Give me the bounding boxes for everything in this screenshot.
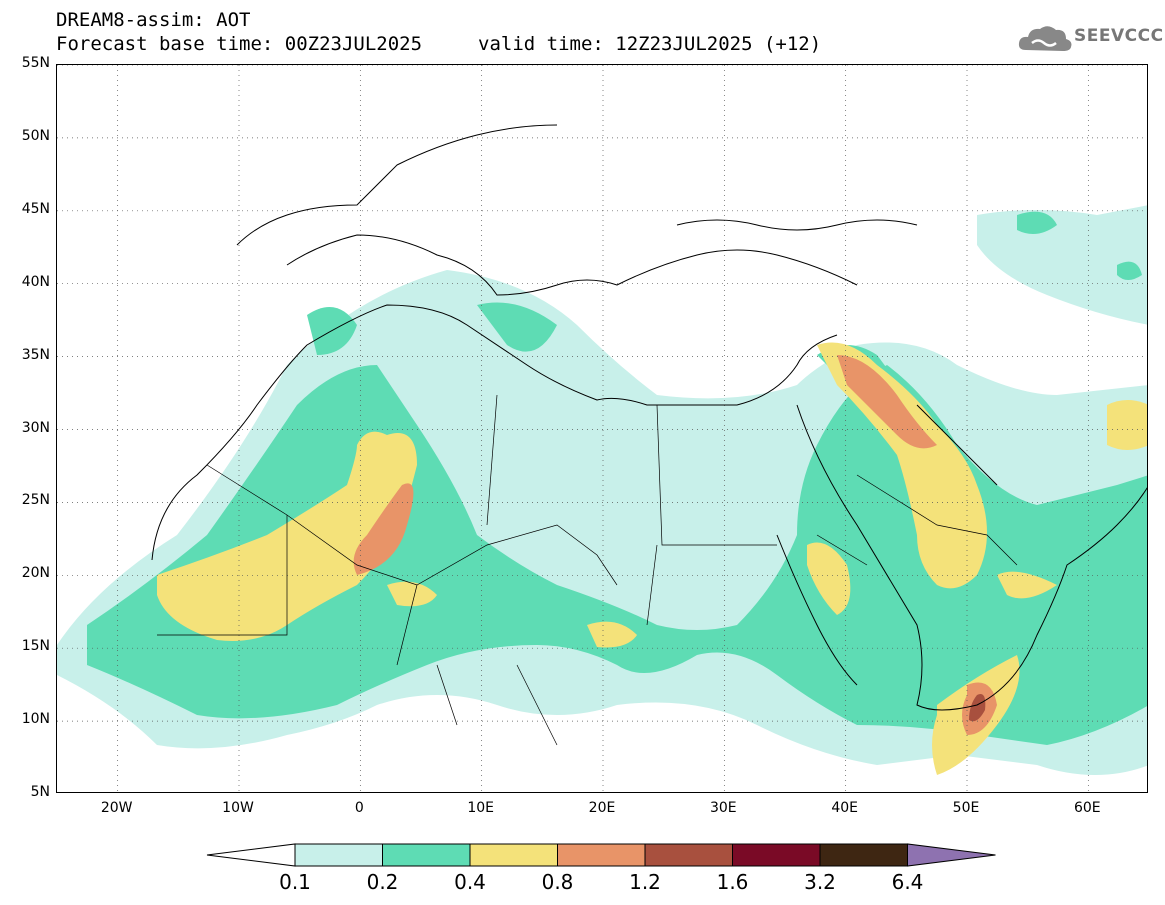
colorbar-cell xyxy=(469,843,558,867)
lat-label: 5N xyxy=(30,784,50,800)
colorbar-label: 1.2 xyxy=(629,870,661,894)
colorbar-cell xyxy=(382,843,471,867)
lon-label: 10E xyxy=(467,800,494,816)
colorbar-lower-extend xyxy=(206,843,296,867)
lat-label: 45N xyxy=(21,200,50,217)
aot-band-1.2 xyxy=(969,694,986,722)
map-canvas xyxy=(57,65,1147,792)
forecast-base-time: Forecast base time: 00Z23JUL2025 xyxy=(56,33,423,55)
lat-label: 55N xyxy=(21,55,50,71)
colorbar-cell xyxy=(732,843,821,867)
lon-label: 50E xyxy=(952,800,980,816)
colorbar-label: 3.2 xyxy=(804,870,836,894)
colorbar-cell xyxy=(294,843,383,867)
cloud-icon xyxy=(1018,26,1072,51)
colorbar-label: 0.4 xyxy=(454,870,486,894)
colorbar-cell xyxy=(819,843,908,867)
lat-label: 30N xyxy=(21,419,50,436)
lon-label: 60E xyxy=(1073,800,1101,816)
colorbar xyxy=(206,843,996,867)
colorbar-upper-extend xyxy=(907,843,996,867)
lat-label: 40N xyxy=(21,273,50,290)
lon-label: 40E xyxy=(831,800,858,816)
lat-label: 20N xyxy=(21,565,50,582)
colorbar-label: 0.8 xyxy=(541,870,574,894)
colorbar-label: 6.4 xyxy=(891,870,924,894)
map-title: DREAM8-assim: AOT xyxy=(56,9,251,31)
coastlines xyxy=(151,124,1147,711)
colorbar-cell xyxy=(557,843,646,867)
colorbar-label: 0.1 xyxy=(279,870,311,894)
lon-label: 20E xyxy=(588,800,616,816)
lat-label: 35N xyxy=(21,346,50,363)
grid-lines xyxy=(57,65,1147,792)
lon-label: 10W xyxy=(222,800,254,816)
aot-map xyxy=(56,64,1148,793)
lon-label: 0 xyxy=(354,800,364,816)
lat-label: 15N xyxy=(21,638,50,655)
valid-time: valid time: 12Z23JUL2025 (+12) xyxy=(478,33,822,55)
lat-label: 50N xyxy=(21,127,50,144)
aot-band-0.8 xyxy=(353,355,997,735)
colorbar-label: 1.6 xyxy=(716,870,749,894)
lon-label: 20W xyxy=(100,800,133,816)
country-borders xyxy=(157,394,1018,746)
lon-label: 30E xyxy=(709,800,737,816)
colorbar-cell xyxy=(644,843,733,867)
lat-label: 25N xyxy=(21,492,50,509)
lat-label: 10N xyxy=(21,711,50,728)
logo-text: SEEVCCC xyxy=(1074,26,1164,46)
colorbar-label: 0.2 xyxy=(366,870,399,894)
